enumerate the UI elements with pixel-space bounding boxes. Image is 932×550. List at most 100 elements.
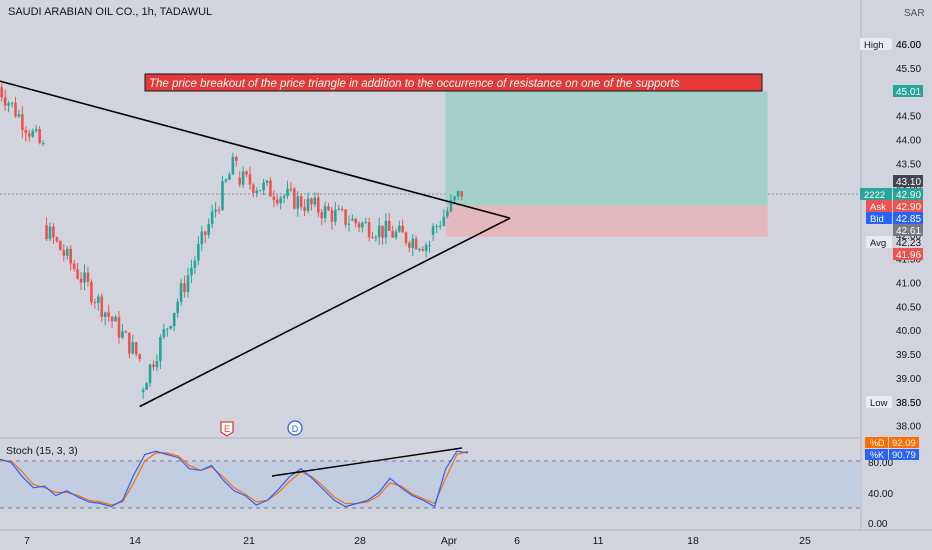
annotation-banner[interactable]: [144, 73, 763, 92]
stoch-divergence-line[interactable]: [271, 447, 463, 477]
candle-body: [255, 190, 259, 193]
price-tag-avg-label-bg: [866, 236, 892, 248]
candle-body: [159, 336, 162, 362]
price-tag-stop-value-bg: [893, 248, 923, 260]
price-tag-bid-value: 42.85: [896, 214, 921, 225]
dividend-marker-shape: [287, 420, 303, 436]
upper-trendline[interactable]: [0, 80, 511, 219]
price-tag-ask-value-bg: [893, 200, 923, 212]
price-tick-label: 38.00: [896, 422, 921, 433]
candle-body: [86, 272, 90, 282]
price-tag-ask-value: 42.90: [896, 202, 921, 213]
candle-body: [323, 206, 327, 219]
candle-body: [169, 326, 173, 329]
candle-body: [166, 328, 169, 330]
candle-body: [197, 244, 200, 261]
time-axis-label: 7: [24, 535, 30, 547]
take-profit-zone[interactable]: [445, 91, 768, 206]
candle-body: [431, 226, 435, 235]
candle-body: [210, 211, 214, 225]
currency-label: SAR: [904, 8, 925, 19]
time-axis-label: 25: [799, 535, 811, 547]
price-tick-label: 42.00: [896, 231, 921, 242]
candle-body: [134, 342, 138, 355]
stoch-d-tag-label-bg: [865, 437, 888, 448]
candle-body: [398, 225, 401, 232]
lower-trendline[interactable]: [139, 217, 511, 408]
candle-body: [367, 222, 371, 238]
time-axis-label: 28: [354, 535, 366, 547]
price-tick-label: 46.00: [896, 40, 921, 51]
candle-body: [114, 316, 117, 322]
candle-body: [0, 87, 3, 98]
candle-body: [172, 312, 176, 327]
candle-body: [34, 128, 38, 131]
time-axis-label: 18: [687, 535, 699, 547]
price-tag-low-label: Low: [870, 398, 888, 409]
price-tag-ask-label: Ask: [870, 202, 886, 213]
candle-body: [131, 342, 135, 354]
price-tag-target-value: 45.01: [896, 87, 921, 98]
candle-body: [224, 179, 228, 182]
candle-body: [100, 296, 104, 317]
candle-body: [248, 174, 252, 185]
candle-body: [456, 191, 460, 197]
candle-body: [145, 383, 148, 390]
candle-body: [45, 225, 48, 240]
stoch-tick-40: 40.00: [868, 489, 893, 500]
candle-body: [357, 223, 361, 228]
candle-body: [334, 209, 337, 222]
candle-body: [344, 209, 347, 225]
price-tag-last-label: 2222: [864, 190, 885, 201]
price-tick-label: 45.50: [896, 64, 921, 75]
stoch-tick-80: 80.00: [868, 458, 893, 469]
candle-body: [428, 245, 431, 247]
candle-body: [299, 196, 303, 208]
price-tag-bid-value-bg: [893, 212, 923, 224]
price-tag-avg-value: 42.23: [896, 238, 921, 249]
stoch-scale[interactable]: 80.00 40.00 0.00: [868, 458, 893, 530]
earnings-marker[interactable]: E: [220, 421, 234, 437]
candle-body: [52, 226, 55, 238]
candle-body: [31, 130, 35, 137]
stoch-k-tag-value: 90.79: [892, 450, 916, 461]
candle-body: [28, 133, 31, 137]
candle-body: [269, 180, 272, 197]
candle-body: [387, 220, 391, 231]
candle-body: [286, 188, 289, 196]
candle-body: [203, 231, 207, 235]
candle-body: [93, 302, 97, 304]
candle-body: [435, 226, 438, 228]
candle-body: [408, 242, 411, 248]
candle-body: [238, 177, 242, 185]
candle-body: [347, 223, 351, 225]
dividend-marker[interactable]: D: [287, 420, 303, 436]
candle-body: [176, 301, 179, 313]
candle-body: [79, 278, 83, 283]
stop-loss-zone[interactable]: [445, 205, 768, 237]
price-tag-bid-label: Bid: [870, 214, 884, 225]
candle-body: [394, 231, 398, 238]
candle-body: [193, 260, 197, 268]
candle-body: [421, 249, 425, 251]
time-axis[interactable]: 7 14 21 28 Apr 6 11 18 25: [24, 535, 811, 547]
symbol-title: SAUDI ARABIAN OIL CO., 1h, TADAWUL: [8, 6, 212, 18]
candle-body: [354, 219, 358, 224]
candle-body: [110, 316, 114, 322]
candle-body: [404, 232, 408, 243]
price-tick-label: 41.00: [896, 279, 921, 290]
price-tags: High 46.00 45.01 43.10 2222 42.90 Ask 42.90 Bid 4…: [860, 38, 923, 409]
candle-body: [59, 241, 62, 251]
price-tick-label: 38.50: [896, 398, 921, 409]
price-tag-high-value: 46.00: [896, 40, 921, 51]
candle-body: [24, 129, 28, 134]
stoch-name: Stoch (15, 3, 3): [6, 445, 78, 457]
candle-body: [401, 225, 404, 233]
price-tick-label: 44.50: [896, 112, 921, 123]
price-tag-stop-value: 41.96: [896, 250, 921, 261]
candle-body: [179, 283, 183, 302]
candle-body: [200, 231, 204, 245]
stoch-tick-0: 0.00: [868, 519, 888, 530]
candle-body: [3, 97, 7, 106]
